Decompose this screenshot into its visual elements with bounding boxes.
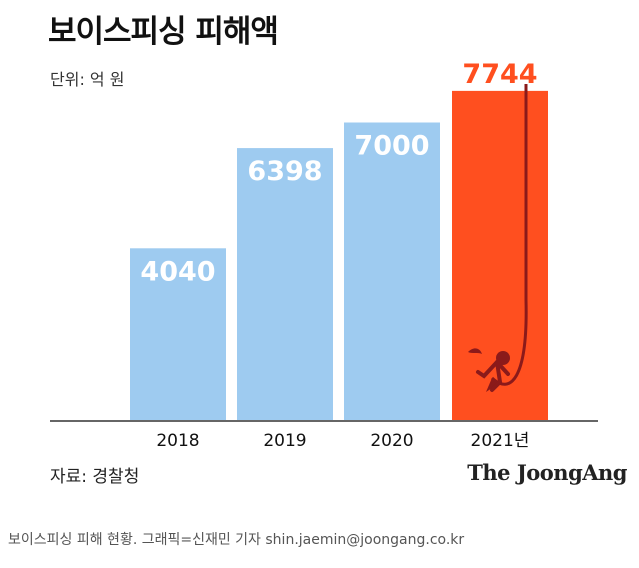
bar-value-label: 6398 (247, 156, 322, 187)
bar-2020 (344, 122, 440, 420)
brand-logo: The JoongAng (467, 460, 627, 485)
fishhook-barb (486, 378, 498, 392)
x-tick-label: 2020 (370, 431, 413, 451)
bar-2019 (237, 148, 333, 420)
x-tick-label: 2019 (263, 431, 306, 451)
fishhook-figure-head (496, 351, 510, 365)
fishhook-figure-body (476, 360, 510, 392)
bar-value-label: 4040 (140, 256, 215, 287)
fishhook-illustration (468, 84, 528, 392)
unit-label: 단위: 억 원 (50, 70, 125, 89)
chart-title: 보이스피싱 피해액 (48, 14, 279, 50)
bar-value-label: 7000 (354, 131, 429, 162)
fishhook-bait (468, 348, 482, 354)
x-tick-label: 2021년 (471, 431, 530, 451)
bar-2018 (130, 248, 226, 420)
x-axis-ticks: 2018 2019 2020 2021년 (156, 431, 529, 451)
source-note: 자료: 경찰청 (50, 467, 140, 487)
image-caption: 보이스피싱 피해 현황. 그래픽=신재민 기자 shin.jaemin@joon… (8, 532, 465, 548)
x-tick-label: 2018 (156, 431, 199, 451)
